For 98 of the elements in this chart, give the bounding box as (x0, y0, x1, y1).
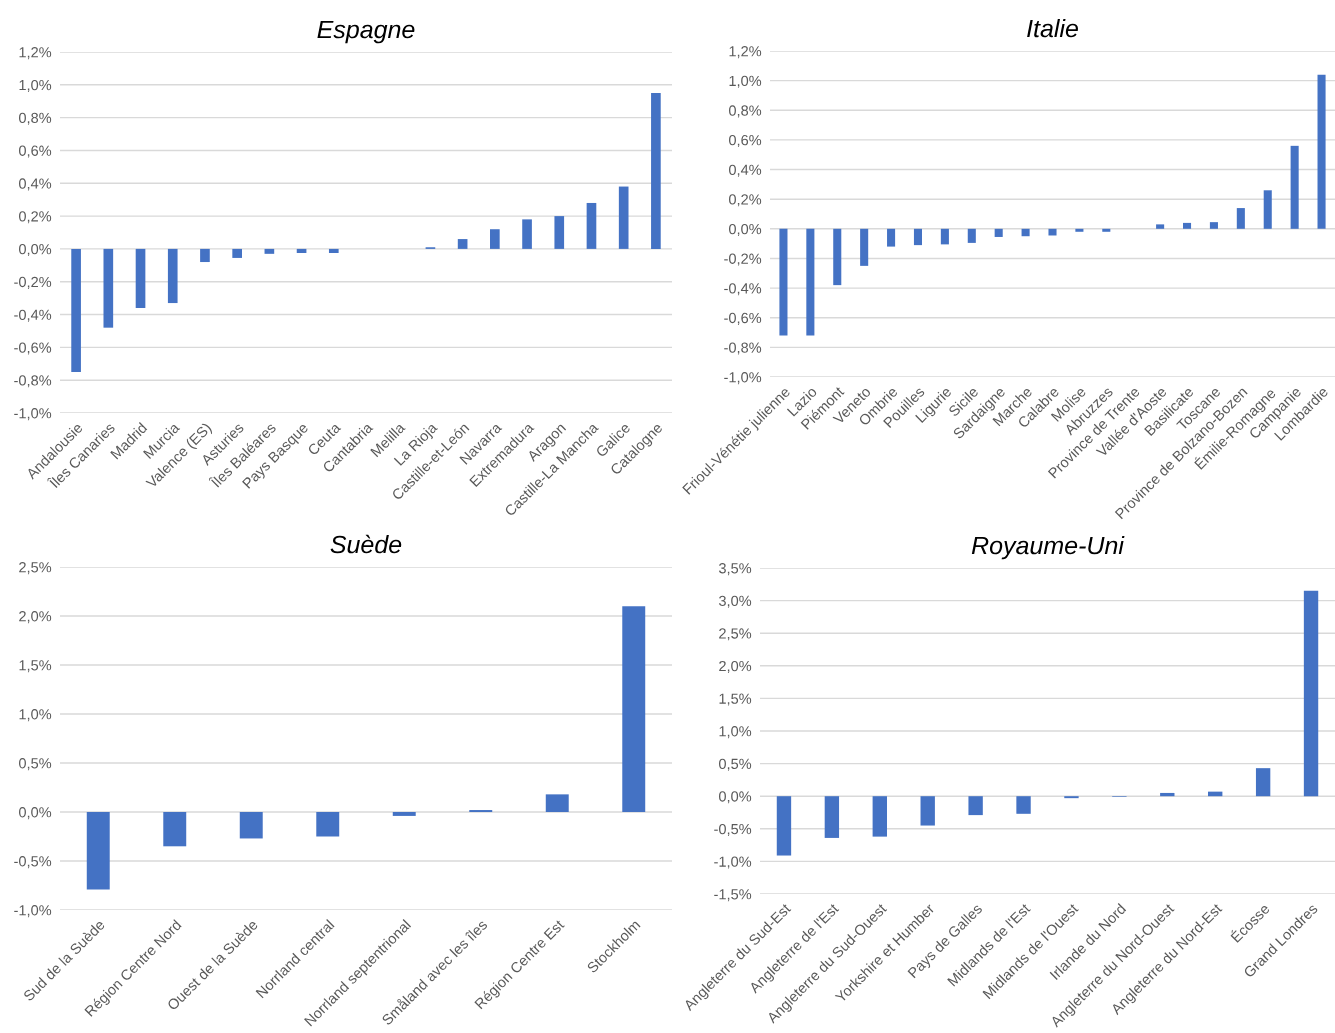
bar (1236, 208, 1245, 229)
bar (967, 228, 976, 243)
bar (71, 248, 81, 372)
y-tick-label: 0,6% (19, 145, 52, 158)
bar (522, 219, 532, 249)
bar (860, 228, 869, 266)
bar (545, 794, 569, 812)
bar (968, 796, 983, 816)
bar (239, 812, 263, 839)
bar (1317, 74, 1326, 229)
y-tick-label: 1,2% (729, 46, 762, 59)
bar (163, 812, 187, 847)
y-tick-label: 0,8% (729, 105, 762, 118)
bar (940, 228, 949, 245)
bar (1156, 224, 1165, 229)
bar (618, 186, 629, 249)
bar (1255, 768, 1271, 797)
bar (1263, 190, 1272, 229)
bar (833, 228, 842, 286)
bar (779, 228, 788, 336)
bar (264, 248, 275, 254)
bar (316, 812, 340, 837)
y-tick-label: 2,0% (719, 660, 752, 673)
bar (1290, 145, 1299, 229)
y-tick-label: -1,0% (14, 408, 52, 421)
bar (1102, 228, 1111, 232)
bar (872, 796, 887, 837)
bar (887, 228, 896, 247)
bar (1048, 228, 1057, 236)
y-tick-label: 0,5% (19, 758, 52, 771)
chart-title: Royaume-Uni (971, 535, 1125, 560)
bar (776, 796, 792, 856)
y-tick-label: 1,0% (19, 79, 52, 92)
y-tick-label: -0,2% (14, 276, 52, 289)
bar (920, 796, 935, 826)
bar (103, 248, 114, 328)
bar (622, 606, 646, 812)
bar (824, 796, 840, 838)
y-tick-label: -1,5% (714, 889, 752, 902)
bar (200, 248, 210, 263)
y-tick-label: 1,0% (19, 709, 52, 722)
y-tick-label: 3,0% (718, 595, 752, 608)
chart-title: Suède (330, 534, 402, 554)
bar (586, 202, 597, 249)
y-tick-label: 0,6% (729, 135, 762, 148)
y-tick-label: 2,0% (19, 611, 52, 624)
y-tick-label: -0,6% (724, 312, 762, 325)
y-tick-label: 2,5% (719, 628, 752, 641)
bar (554, 216, 565, 249)
y-tick-label: 2,5% (19, 562, 52, 575)
chart-title: Italie (1027, 18, 1078, 38)
y-tick-label: -0,6% (14, 342, 52, 355)
y-tick-label: -0,4% (724, 283, 762, 296)
bar (994, 228, 1003, 237)
y-tick-label: 0,2% (729, 194, 762, 207)
bar (167, 248, 178, 304)
chart-title: Espagne (317, 20, 415, 44)
bar (651, 93, 661, 249)
y-tick-label: -1,0% (714, 856, 752, 869)
bar (296, 248, 307, 254)
bar (1021, 228, 1030, 237)
bar (1182, 222, 1192, 229)
y-tick-label: 1,5% (19, 660, 52, 673)
y-tick-label: 1,0% (729, 75, 762, 88)
y-tick-label: 0,0% (719, 791, 752, 804)
y-tick-label: 3,5% (718, 563, 752, 576)
y-tick-label: 0,0% (19, 807, 52, 820)
y-tick-label: 1,0% (719, 726, 752, 739)
y-tick-label: 1,2% (19, 47, 52, 60)
bar (232, 248, 242, 258)
bar (392, 812, 416, 816)
y-tick-label: -1,0% (14, 905, 52, 918)
bar (806, 228, 815, 336)
y-tick-label: -0,8% (724, 342, 762, 355)
bar (457, 239, 468, 249)
y-tick-label: -0,5% (714, 823, 752, 836)
y-tick-label: -0,8% (14, 375, 52, 388)
y-tick-label: 0,8% (19, 112, 52, 125)
bar (1209, 222, 1218, 229)
bar (135, 248, 146, 308)
bar (1075, 228, 1084, 232)
y-tick-label: -0,4% (14, 309, 52, 322)
y-tick-label: -0,2% (724, 253, 762, 266)
bar (1016, 796, 1031, 814)
y-tick-label: 0,2% (19, 211, 52, 224)
y-tick-label: -1,0% (724, 372, 762, 385)
y-tick-label: 0,0% (729, 223, 762, 236)
y-tick-label: 0,4% (729, 164, 762, 177)
bar (86, 812, 110, 890)
y-tick-label: 0,4% (19, 178, 52, 191)
y-tick-label: 0,0% (19, 244, 52, 257)
bar (1303, 590, 1319, 797)
bar (328, 248, 339, 254)
y-tick-label: 0,5% (719, 758, 752, 771)
y-tick-label: 1,5% (719, 693, 752, 706)
bar (490, 229, 500, 249)
bar (913, 228, 923, 246)
y-tick-label: -0,5% (14, 856, 52, 869)
